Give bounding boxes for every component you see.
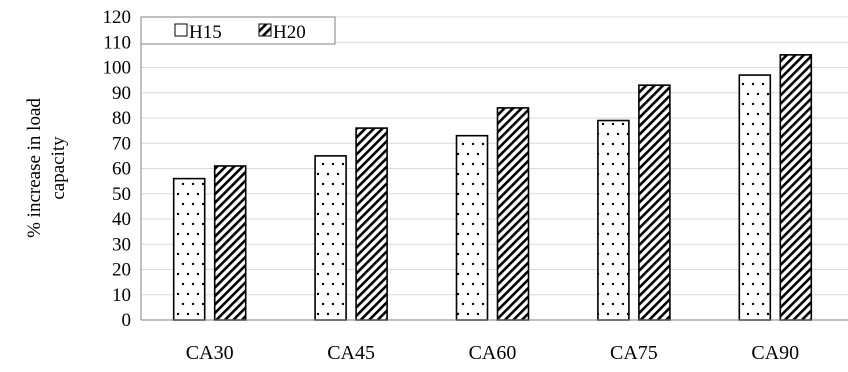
x-tick-label: CA45	[327, 342, 375, 364]
bar-h15-ca60	[457, 136, 488, 320]
y-tick-label: 90	[112, 83, 131, 104]
y-axis-label-line-2: capacity	[48, 136, 69, 200]
bar-h20-ca45	[356, 128, 387, 320]
legend-swatch-h15	[175, 24, 187, 36]
legend-label-h20: H20	[273, 22, 306, 43]
x-tick-label: CA90	[751, 342, 799, 364]
y-tick-label: 120	[103, 7, 132, 28]
y-tick-label: 50	[112, 184, 131, 205]
bar-h20-ca90	[780, 55, 811, 320]
y-tick-label: 100	[103, 58, 132, 79]
y-tick-label: 40	[112, 209, 131, 230]
y-tick-label: 30	[112, 234, 131, 255]
bar-h20-ca30	[215, 166, 246, 320]
bar-h20-ca75	[639, 85, 670, 320]
y-axis-label-line-1: % increase in load	[24, 98, 45, 238]
legend-box	[141, 17, 335, 44]
x-tick-label: CA60	[469, 342, 517, 364]
y-tick-label: 20	[112, 260, 131, 281]
bar-h15-ca75	[598, 121, 629, 320]
legend-swatch-h20	[259, 24, 271, 36]
legend-label-h15: H15	[189, 22, 222, 43]
bar-h15-ca30	[174, 179, 205, 320]
bar-h15-ca90	[739, 75, 770, 320]
y-axis-label: % increase in load capacity	[24, 98, 69, 238]
y-tick-label: 0	[122, 310, 132, 331]
bars	[174, 55, 812, 320]
y-tick-label: 60	[112, 159, 131, 180]
x-tick-label: CA75	[610, 342, 658, 364]
bar-h15-ca45	[315, 156, 346, 320]
y-tick-label: 80	[112, 108, 131, 129]
legend: H15 H20	[141, 17, 335, 44]
bar-h20-ca60	[498, 108, 529, 320]
y-tick-label: 10	[112, 285, 131, 306]
y-tick-label: 70	[112, 133, 131, 154]
x-tick-label: CA30	[186, 342, 234, 364]
y-tick-label: 110	[103, 32, 131, 53]
